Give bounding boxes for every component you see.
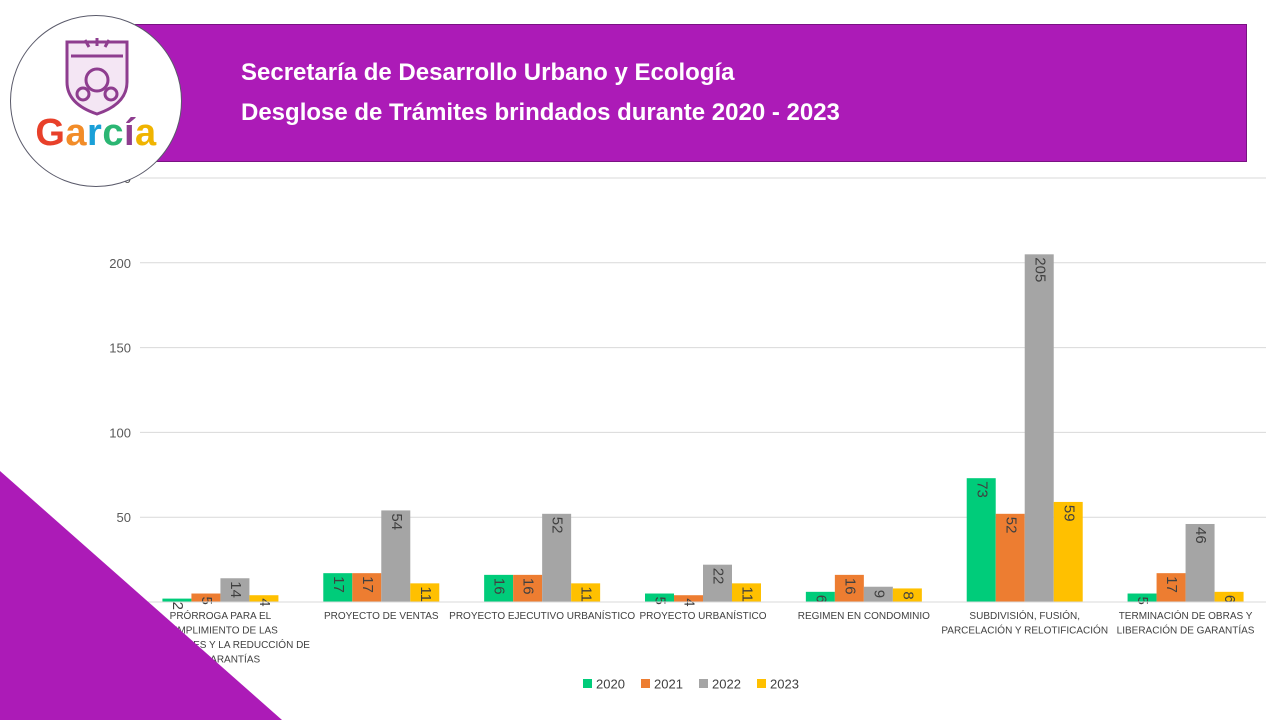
bar — [674, 595, 703, 602]
bar — [1053, 501, 1083, 602]
x-category-label: PRÓRROGA PARA EL — [170, 609, 272, 622]
bar — [732, 583, 761, 602]
bar — [1156, 573, 1186, 602]
logo-wordmark: García — [35, 112, 157, 154]
garcia-logo: García — [10, 15, 182, 187]
header-banner: Secretaría de Desarrollo Urbano y Ecolog… — [135, 24, 1247, 162]
data-label: 11 — [417, 586, 434, 602]
bar — [805, 591, 835, 602]
bar — [966, 478, 996, 602]
data-label: 5 — [652, 597, 669, 605]
bar — [1185, 523, 1215, 602]
bar — [1214, 591, 1244, 602]
legend-swatch — [583, 679, 592, 688]
data-label: 17 — [359, 576, 376, 593]
data-label: 59 — [1060, 505, 1077, 522]
x-category-label: PROYECTO EJECUTIVO URBANÍSTICO — [449, 609, 635, 622]
legend-entry: 2021 — [654, 677, 683, 692]
bar — [191, 593, 221, 602]
data-label: 16 — [841, 578, 858, 595]
x-category-label: REGIMEN EN CONDOMINIO — [798, 611, 930, 622]
data-label: 11 — [578, 586, 595, 602]
bar — [410, 583, 440, 602]
legend-swatch — [757, 679, 766, 688]
legend-swatch — [699, 679, 708, 688]
data-label: 5 — [1134, 597, 1151, 605]
data-label: 46 — [1192, 527, 1209, 544]
data-label: 16 — [520, 578, 537, 595]
bar — [1127, 593, 1157, 602]
bar — [220, 578, 250, 602]
data-label: 2 — [169, 602, 186, 610]
shield-icon — [65, 38, 129, 116]
bar — [703, 564, 732, 602]
legend-entry: 2020 — [596, 677, 625, 692]
bar — [571, 583, 601, 602]
bar — [834, 574, 864, 602]
corner-decoration — [0, 471, 282, 720]
legend-swatch — [641, 679, 650, 688]
legend-entry: 2023 — [770, 677, 799, 692]
x-category-label: TERMINACIÓN DE OBRAS Y — [1119, 609, 1253, 622]
y-tick-label: 50 — [117, 510, 131, 525]
data-label: 6 — [812, 595, 829, 603]
y-tick-label: 100 — [109, 425, 131, 440]
data-label: 17 — [330, 576, 347, 593]
x-category-label: PROYECTO URBANÍSTICO — [639, 609, 766, 622]
data-label: 52 — [549, 517, 566, 534]
x-category-label: CUMPLIMIENTO DE LAS — [163, 626, 278, 637]
data-label: 205 — [1031, 257, 1048, 282]
header-title: Secretaría de Desarrollo Urbano y Ecolog… — [241, 59, 735, 86]
x-category-label: LIBERACIÓN DE GARANTÍAS — [1117, 624, 1255, 637]
bar — [381, 510, 411, 602]
chart-title: Desglose de Trámites brindados durante 2… — [241, 99, 840, 126]
bar — [323, 573, 353, 602]
bar — [863, 586, 893, 602]
bar — [995, 513, 1025, 602]
data-label: 5 — [198, 597, 215, 605]
bar — [513, 574, 543, 602]
data-label: 16 — [491, 578, 508, 595]
data-label: 11 — [739, 586, 756, 602]
bar — [542, 513, 572, 602]
legend-entry: 2022 — [712, 677, 741, 692]
bar — [352, 573, 382, 602]
data-label: 14 — [227, 581, 244, 598]
data-label: 52 — [1002, 517, 1019, 534]
bar — [484, 574, 514, 602]
bar — [249, 595, 279, 602]
x-category-label: SUBDIVISIÓN, FUSIÓN, — [969, 609, 1080, 622]
bar — [892, 588, 922, 602]
data-label: 73 — [973, 481, 990, 498]
y-tick-label: 150 — [109, 341, 131, 356]
bar — [162, 598, 192, 602]
x-category-label: PROYECTO DE VENTAS — [324, 611, 439, 622]
y-tick-label: 200 — [109, 256, 131, 271]
data-label: 9 — [870, 590, 887, 598]
bar — [645, 593, 674, 602]
bar — [1024, 254, 1054, 602]
data-label: 6 — [1221, 595, 1238, 603]
data-label: 54 — [388, 513, 405, 530]
data-label: 22 — [710, 568, 727, 585]
data-label: 17 — [1163, 576, 1180, 593]
data-label: 8 — [899, 591, 916, 599]
x-category-label: PARCELACIÓN Y RELOTIFICACIÓN — [941, 624, 1108, 637]
